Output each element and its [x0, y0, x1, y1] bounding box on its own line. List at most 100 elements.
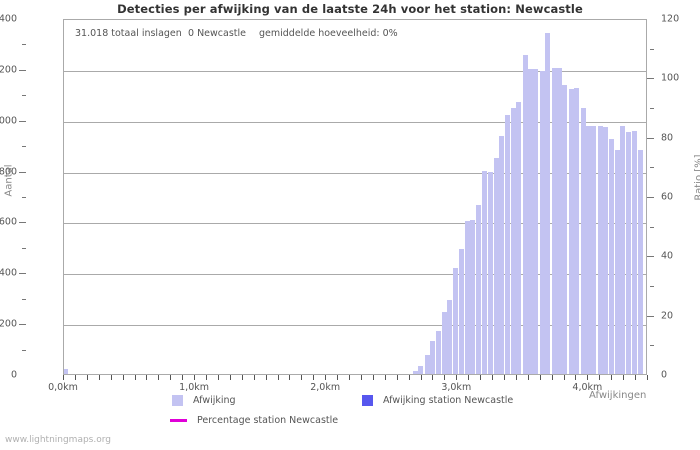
y-axis-label: Aantal: [3, 164, 15, 197]
legend-line-icon: [170, 419, 187, 422]
y2-tick-label: 40: [661, 250, 674, 262]
x-tick-mark: [408, 375, 410, 380]
x-tick-mark: [182, 375, 184, 380]
bar: [516, 101, 522, 374]
x-tick-mark: [313, 375, 315, 380]
x-tick-mark: [277, 375, 279, 380]
bar: [465, 221, 471, 374]
gridline: [64, 172, 646, 174]
x-tick-mark: [158, 375, 160, 380]
y2-tick-label: 120: [661, 13, 680, 25]
bar: [533, 68, 539, 374]
chart-annotation: gemiddelde hoeveelheid: 0%: [259, 28, 398, 39]
x-tick-mark: [563, 375, 565, 380]
y-tick-mark: [19, 324, 26, 326]
y2-tick-mark: [647, 315, 654, 317]
bar: [424, 354, 430, 374]
y-tick-mark-minor: [22, 349, 26, 351]
bar: [539, 71, 545, 374]
gridline: [64, 223, 646, 225]
bar: [557, 67, 562, 374]
bar: [446, 300, 452, 374]
y2-tick-mark: [647, 78, 654, 80]
y2-tick-label: 100: [661, 72, 680, 84]
bar: [568, 89, 574, 374]
y-tick-mark: [19, 222, 26, 224]
y2-tick-mark-minor: [650, 167, 654, 169]
x-tick-mark: [360, 375, 362, 380]
x-tick-mark: [98, 375, 100, 380]
x-tick-mark: [587, 375, 589, 380]
x-tick-mark: [527, 375, 529, 380]
bar: [522, 54, 528, 374]
y2-tick-mark-minor: [650, 226, 654, 228]
y-tick-label: 400: [0, 267, 17, 279]
x-tick-mark: [456, 375, 458, 380]
y2-tick-mark-minor: [650, 286, 654, 287]
x-tick-mark: [325, 375, 327, 380]
x-tick-label: 3,0km: [441, 382, 472, 393]
y2-tick-mark-minor: [650, 345, 654, 347]
y-tick-label: 800: [0, 166, 17, 178]
y-tick-label: 0: [10, 369, 17, 381]
legend-item-afwijking-station[interactable]: Afwijking station Newcastle: [362, 395, 513, 406]
chart-legend: Afwijking Afwijking station Newcastle Pe…: [0, 391, 700, 433]
bar: [585, 126, 591, 374]
y-tick-label: 1200: [0, 64, 17, 76]
x-tick-label: 0,0km: [48, 382, 78, 393]
x-tick-mark: [611, 375, 613, 380]
x-tick-mark: [301, 375, 303, 380]
bar: [638, 150, 644, 374]
x-tick-mark: [515, 375, 517, 380]
bar: [487, 171, 493, 374]
bar: [562, 85, 568, 374]
x-tick-label: 4,0km: [572, 382, 603, 393]
x-tick-mark: [229, 375, 231, 380]
x-tick-mark: [170, 375, 172, 380]
chart-annotation: 0 Newcastle: [188, 28, 246, 39]
y-tick-mark-minor: [22, 247, 26, 249]
y-tick-mark-minor: [22, 44, 26, 46]
x-tick-mark: [503, 375, 505, 380]
x-tick-mark: [86, 375, 88, 380]
y-tick-mark: [19, 273, 26, 275]
bar: [597, 126, 603, 374]
x-tick-mark: [444, 375, 446, 380]
plot-area: 31.018 totaal inslagen 0 Newcastle gemidde…: [63, 19, 647, 375]
x-tick-mark: [253, 375, 255, 380]
bar: [591, 126, 597, 374]
legend-label: Percentage station Newcastle: [197, 415, 339, 426]
x-tick-mark: [480, 375, 482, 380]
gridline: [64, 121, 646, 123]
x-axis-label: Afwijkingen: [589, 390, 647, 401]
legend-swatch-icon: [172, 395, 183, 406]
y2-axis-label: Ratio [%]: [693, 154, 700, 201]
y2-tick-mark: [647, 197, 654, 198]
x-tick-mark: [206, 375, 208, 380]
x-tick-mark: [384, 375, 386, 380]
y2-tick-label: 60: [661, 191, 674, 203]
x-tick-mark: [492, 375, 494, 380]
y-axis-right: 0 20 40 60 80 100 120 Ratio [%]: [647, 0, 700, 395]
legend-label: Afwijking: [193, 395, 236, 406]
y-tick-mark-minor: [22, 298, 26, 300]
chart-title: Detecties per afwijking van de laatste 2…: [117, 2, 583, 16]
x-tick-mark: [635, 375, 637, 380]
footer-url: www.lightningmaps.org: [5, 435, 111, 445]
y2-tick-mark-minor: [650, 108, 654, 109]
legend-item-percentage-station[interactable]: Percentage station Newcastle: [170, 415, 338, 426]
y-tick-mark-minor: [22, 95, 26, 97]
y2-tick-mark-minor: [650, 48, 654, 50]
legend-item-afwijking[interactable]: Afwijking: [172, 395, 236, 406]
y-tick-mark-minor: [22, 197, 26, 198]
x-tick-mark: [63, 375, 64, 380]
y2-tick-label: 20: [661, 310, 674, 322]
x-tick-mark: [349, 375, 351, 380]
bar: [475, 204, 481, 374]
gridline: [64, 325, 646, 327]
x-tick-mark: [372, 375, 374, 380]
x-tick-mark: [468, 375, 470, 380]
x-tick-label: 2,0km: [310, 382, 341, 393]
y-tick-label: 200: [0, 318, 17, 330]
